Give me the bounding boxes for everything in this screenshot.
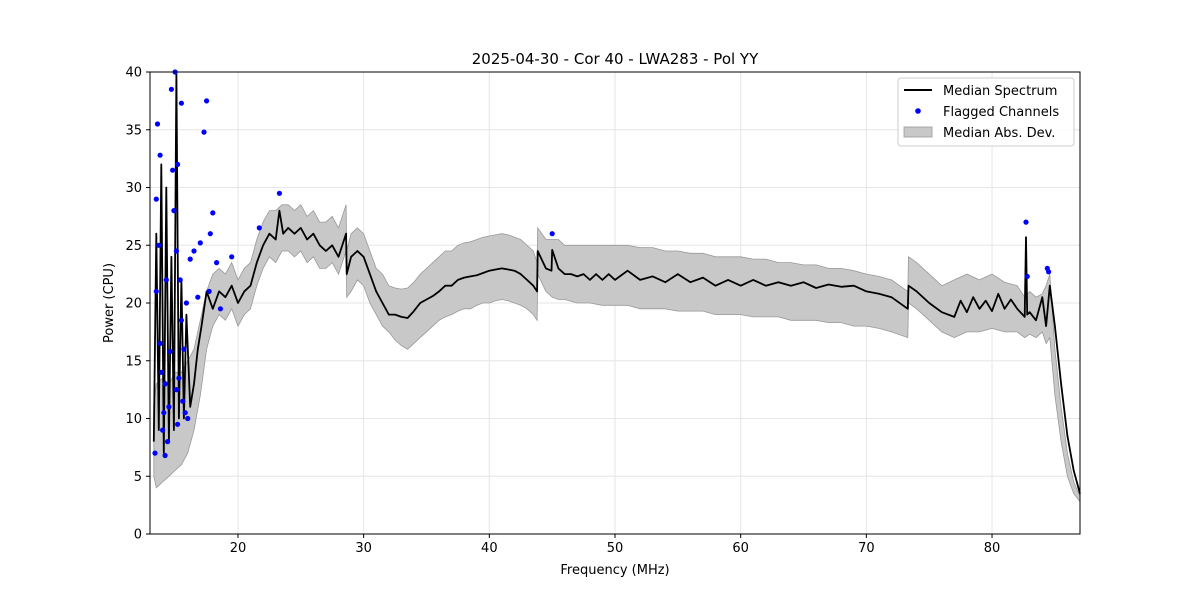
flagged-channel-point	[166, 404, 172, 410]
flagged-channel-point	[229, 254, 235, 260]
flagged-channel-point	[162, 381, 168, 387]
flagged-channel-point	[165, 439, 171, 445]
flagged-channel-point	[195, 294, 201, 300]
flagged-channel-point	[163, 277, 169, 283]
y-tick-label: 25	[125, 239, 142, 254]
y-tick-label: 10	[125, 412, 142, 427]
flagged-channel-point	[157, 340, 163, 346]
x-tick-label: 30	[355, 541, 372, 556]
flagged-channel-point	[197, 240, 203, 246]
legend-flagged-swatch	[915, 108, 921, 114]
flagged-channel-point	[152, 450, 158, 456]
flagged-channel-point	[180, 398, 186, 404]
flagged-channel-point	[177, 277, 183, 283]
legend-mad-label: Median Abs. Dev.	[943, 126, 1055, 141]
flagged-channel-point	[178, 100, 184, 106]
flagged-channel-point	[191, 248, 197, 254]
flagged-channel-point	[182, 410, 188, 416]
flagged-channel-point	[156, 242, 162, 248]
flagged-channel-point	[162, 452, 168, 459]
legend-flagged-label: Flagged Channels	[943, 105, 1059, 120]
y-tick-label: 0	[134, 528, 142, 543]
flagged-channel-point	[1023, 219, 1029, 225]
x-tick-label: 60	[732, 541, 749, 556]
flagged-channel-point	[161, 410, 167, 416]
x-axis-label: Frequency (MHz)	[560, 563, 669, 578]
flagged-channel-point	[157, 152, 163, 158]
median-spectrum-line	[152, 71, 1081, 494]
median-line-layer	[152, 71, 1081, 494]
flagged-channel-point	[178, 317, 184, 323]
flagged-channel-point	[160, 427, 166, 433]
flagged-channel-point	[207, 231, 213, 237]
legend-frame	[897, 77, 1075, 147]
flagged-channel-point	[210, 210, 216, 216]
y-tick-label: 5	[134, 470, 142, 485]
flagged-channel-point	[1046, 269, 1052, 275]
y-tick-label: 30	[125, 181, 142, 196]
flagged-channel-point	[153, 288, 159, 294]
x-axis-ticks: 20 30 40 50 60 70 80	[230, 534, 1001, 556]
flagged-channel-point	[176, 375, 182, 381]
y-tick-label: 35	[125, 123, 142, 138]
x-tick-label: 40	[481, 541, 498, 556]
x-tick-label: 70	[858, 541, 875, 556]
flagged-channel-point	[187, 256, 193, 262]
flagged-channel-point	[175, 161, 181, 167]
x-tick-label: 80	[984, 541, 1001, 556]
chart-title: 2025-04-30 - Cor 40 - LWA283 - Pol YY	[472, 50, 759, 68]
flagged-channel-point	[206, 288, 212, 294]
flagged-channel-point	[167, 348, 173, 355]
flagged-channel-point	[185, 415, 191, 422]
flagged-channel-point	[1024, 273, 1030, 279]
flagged-channel-point	[276, 190, 282, 196]
y-axis-label: Power (CPU)	[102, 263, 117, 343]
flagged-channel-point	[170, 167, 176, 173]
flagged-points-layer	[152, 69, 1052, 459]
flagged-channel-point	[217, 306, 223, 312]
flagged-channel-point	[154, 121, 161, 127]
legend-mad-swatch	[903, 126, 933, 138]
flagged-channel-point	[201, 129, 207, 135]
flagged-channel-point	[181, 346, 187, 352]
flagged-channel-point	[214, 260, 220, 266]
y-axis-ticks: 0 5 10 15 20 25 30 35 40	[125, 66, 150, 543]
x-tick-label: 50	[607, 541, 624, 556]
flagged-channel-point	[173, 248, 179, 254]
flagged-channel-point	[168, 86, 174, 92]
flagged-channel-point	[183, 300, 189, 306]
flagged-channel-point	[158, 369, 164, 375]
legend-median-label: Median Spectrum	[943, 84, 1057, 99]
flagged-channel-point	[549, 231, 555, 237]
flagged-channel-point	[204, 98, 210, 104]
flagged-channel-point	[173, 387, 179, 393]
flagged-channel-point	[153, 196, 159, 202]
y-tick-label: 15	[125, 354, 142, 369]
flagged-channel-point	[175, 421, 181, 427]
flagged-channel-point	[256, 225, 262, 231]
y-tick-label: 40	[125, 66, 142, 81]
x-tick-label: 20	[230, 541, 247, 556]
flagged-channel-point	[171, 208, 177, 214]
y-tick-label: 20	[125, 297, 142, 312]
legend: Median Spectrum Flagged Channels Median …	[897, 77, 1075, 147]
